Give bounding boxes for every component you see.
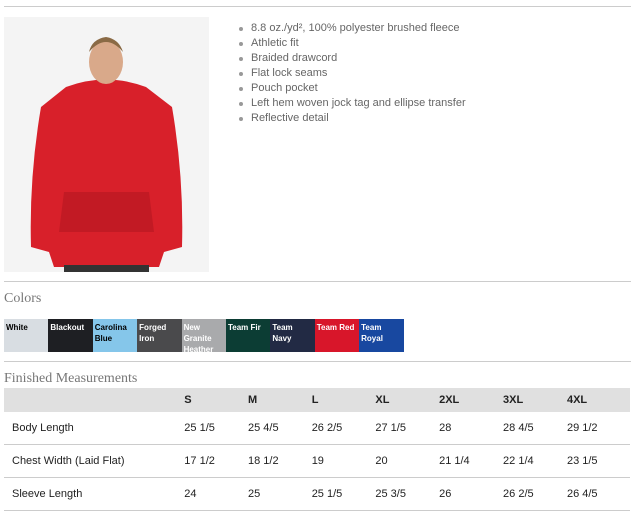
feature-item: Braided drawcord: [238, 51, 466, 66]
feature-item: Flat lock seams: [238, 66, 466, 81]
measurement-cell: 20: [374, 444, 439, 478]
size-header: S: [183, 388, 247, 412]
measurement-cell: 25: [246, 477, 311, 511]
divider: [4, 281, 631, 282]
measurement-cell: 25 4/5: [246, 412, 311, 445]
size-header: L: [310, 388, 375, 412]
size-header: M: [246, 388, 311, 412]
measurement-cell: 26 4/5: [565, 477, 630, 511]
color-swatch[interactable]: Team Fir: [225, 319, 271, 352]
measurement-cell: 22 1/4: [502, 444, 566, 478]
size-header: 3XL: [502, 388, 566, 412]
feature-item: 8.8 oz./yd², 100% polyester brushed flee…: [238, 21, 466, 36]
feature-item: Pouch pocket: [238, 81, 466, 96]
color-swatch[interactable]: White: [4, 319, 49, 352]
color-swatch[interactable]: Team Red: [314, 319, 360, 352]
divider: [4, 361, 631, 362]
size-header: 2XL: [438, 388, 503, 412]
measurement-cell: 28: [438, 412, 503, 445]
measurement-cell: 25 1/5: [310, 477, 375, 511]
color-swatch[interactable]: Blackout: [48, 319, 93, 352]
measurements-table: S M L XL 2XL 3XL 4XL Body Length 25 1/5 25 4/5 26 …: [4, 388, 630, 511]
table-row: Chest Width (Laid Flat) 17 1/2 18 1/2 19 20 2…: [4, 444, 630, 478]
measurement-cell: 24: [183, 477, 247, 511]
feature-item: Left hem woven jock tag and ellipse tran…: [238, 96, 466, 111]
measurement-cell: 21 1/4: [438, 444, 503, 478]
measurement-cell: 26 2/5: [310, 412, 375, 445]
size-header: 4XL: [565, 388, 630, 412]
color-swatch[interactable]: Carolina Blue: [92, 319, 138, 352]
size-header: [4, 388, 184, 412]
table-row: Sleeve Length 24 25 25 1/5 25 3/5 26 26 2/5 26 …: [4, 477, 630, 511]
feature-list: 8.8 oz./yd², 100% polyester brushed flee…: [238, 21, 466, 126]
measurement-cell: 25 3/5: [374, 477, 439, 511]
measurement-cell: 29 1/2: [565, 412, 630, 445]
measurement-cell: 17 1/2: [183, 444, 247, 478]
color-swatch[interactable]: Team Navy: [270, 319, 315, 352]
color-swatches: White Blackout Carolina Blue Forged Iron New…: [4, 319, 404, 354]
measurement-label: Sleeve Length: [4, 477, 184, 511]
size-header: XL: [374, 388, 439, 412]
measurement-cell: 26 2/5: [502, 477, 566, 511]
measurement-cell: 25 1/5: [183, 412, 247, 445]
measurement-cell: 26: [438, 477, 503, 511]
colors-heading: Colors: [4, 291, 42, 306]
product-image: [4, 17, 209, 272]
measurement-cell: 23 1/5: [565, 444, 630, 478]
feature-item: Reflective detail: [238, 111, 466, 126]
feature-item: Athletic fit: [238, 36, 466, 51]
measurement-label: Chest Width (Laid Flat): [4, 444, 184, 478]
color-swatch[interactable]: Forged Iron: [137, 319, 182, 352]
measurements-heading: Finished Measurements: [4, 371, 138, 386]
measurement-cell: 27 1/5: [374, 412, 439, 445]
divider: [4, 6, 631, 7]
measurement-cell: 19: [310, 444, 375, 478]
color-swatch[interactable]: Team Royal: [359, 319, 404, 352]
color-swatch[interactable]: New Granite Heather: [181, 319, 226, 354]
measurement-label: Body Length: [4, 412, 184, 445]
table-row: Body Length 25 1/5 25 4/5 26 2/5 27 1/5 28 28 …: [4, 412, 630, 445]
measurement-cell: 28 4/5: [502, 412, 566, 445]
measurement-cell: 18 1/2: [246, 444, 311, 478]
